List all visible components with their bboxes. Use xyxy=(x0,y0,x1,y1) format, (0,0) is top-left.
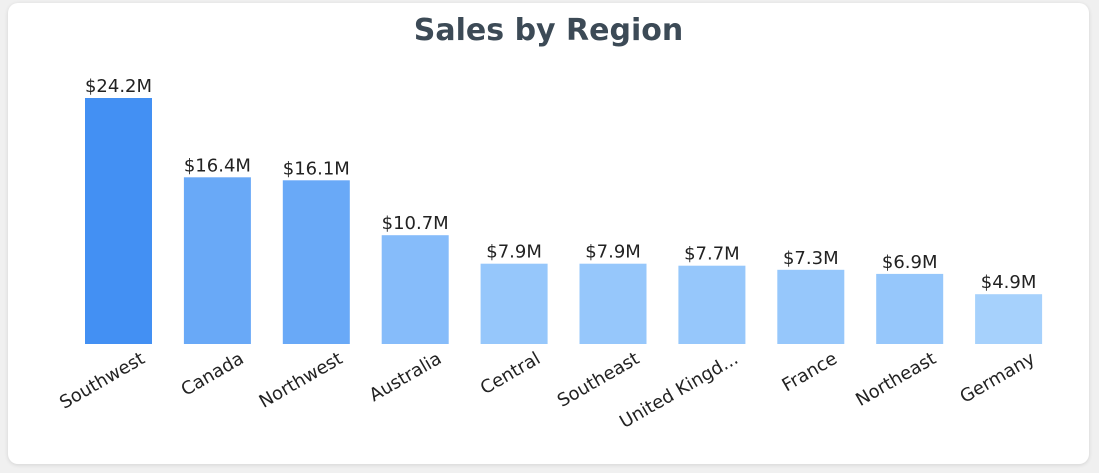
bar-value-label: $6.9M xyxy=(882,252,938,273)
bar-value-label: $7.9M xyxy=(585,242,641,263)
bar-northeast[interactable] xyxy=(876,273,944,344)
category-tick-label: Germany xyxy=(956,348,1038,408)
category-tick-label: Canada xyxy=(178,348,248,400)
bar-central[interactable] xyxy=(480,263,548,344)
category-tick-label: Southwest xyxy=(56,348,148,413)
bar-value-label: $7.7M xyxy=(684,244,740,265)
bar-chart: $24.2M $16.4M $16.1M $10.7M $7.9M $7.9M $7.7M $… xyxy=(56,76,1043,433)
bar-value-label: $16.1M xyxy=(283,158,350,179)
category-tick-label: Northeast xyxy=(852,348,939,411)
chart-card: Sales by Region $24.2M $16.4M $16.1M $10.7M… xyxy=(8,3,1089,464)
category-tick-label: Central xyxy=(477,348,544,399)
category-tick-label: France xyxy=(778,348,840,396)
bar-canada[interactable] xyxy=(183,177,251,344)
category-tick-label: Southeast xyxy=(554,348,643,412)
chart-title: Sales by Region xyxy=(413,13,684,48)
category-axis-labels: Southwest Canada Northwest Australia Central… xyxy=(56,348,1039,433)
category-tick-label: Australia xyxy=(366,348,445,406)
bar-northwest[interactable] xyxy=(282,180,350,344)
bar-france[interactable] xyxy=(777,269,845,344)
bar-value-label: $16.4M xyxy=(184,155,251,176)
bar-germany[interactable] xyxy=(975,294,1043,344)
bar-united-kingd[interactable] xyxy=(678,265,746,344)
category-tick-label: Northwest xyxy=(256,348,347,412)
value-labels-group: $24.2M $16.4M $16.1M $10.7M $7.9M $7.9M $7.7M $… xyxy=(85,76,1036,293)
bar-australia[interactable] xyxy=(381,235,449,344)
bar-value-label: $24.2M xyxy=(85,76,152,97)
bars-group xyxy=(85,98,1043,344)
bar-value-label: $7.3M xyxy=(783,248,839,269)
bar-southeast[interactable] xyxy=(579,263,647,344)
bar-southwest[interactable] xyxy=(85,98,152,344)
bar-value-label: $10.7M xyxy=(382,213,449,234)
bar-value-label: $7.9M xyxy=(486,242,542,263)
bar-value-label: $4.9M xyxy=(981,272,1037,293)
